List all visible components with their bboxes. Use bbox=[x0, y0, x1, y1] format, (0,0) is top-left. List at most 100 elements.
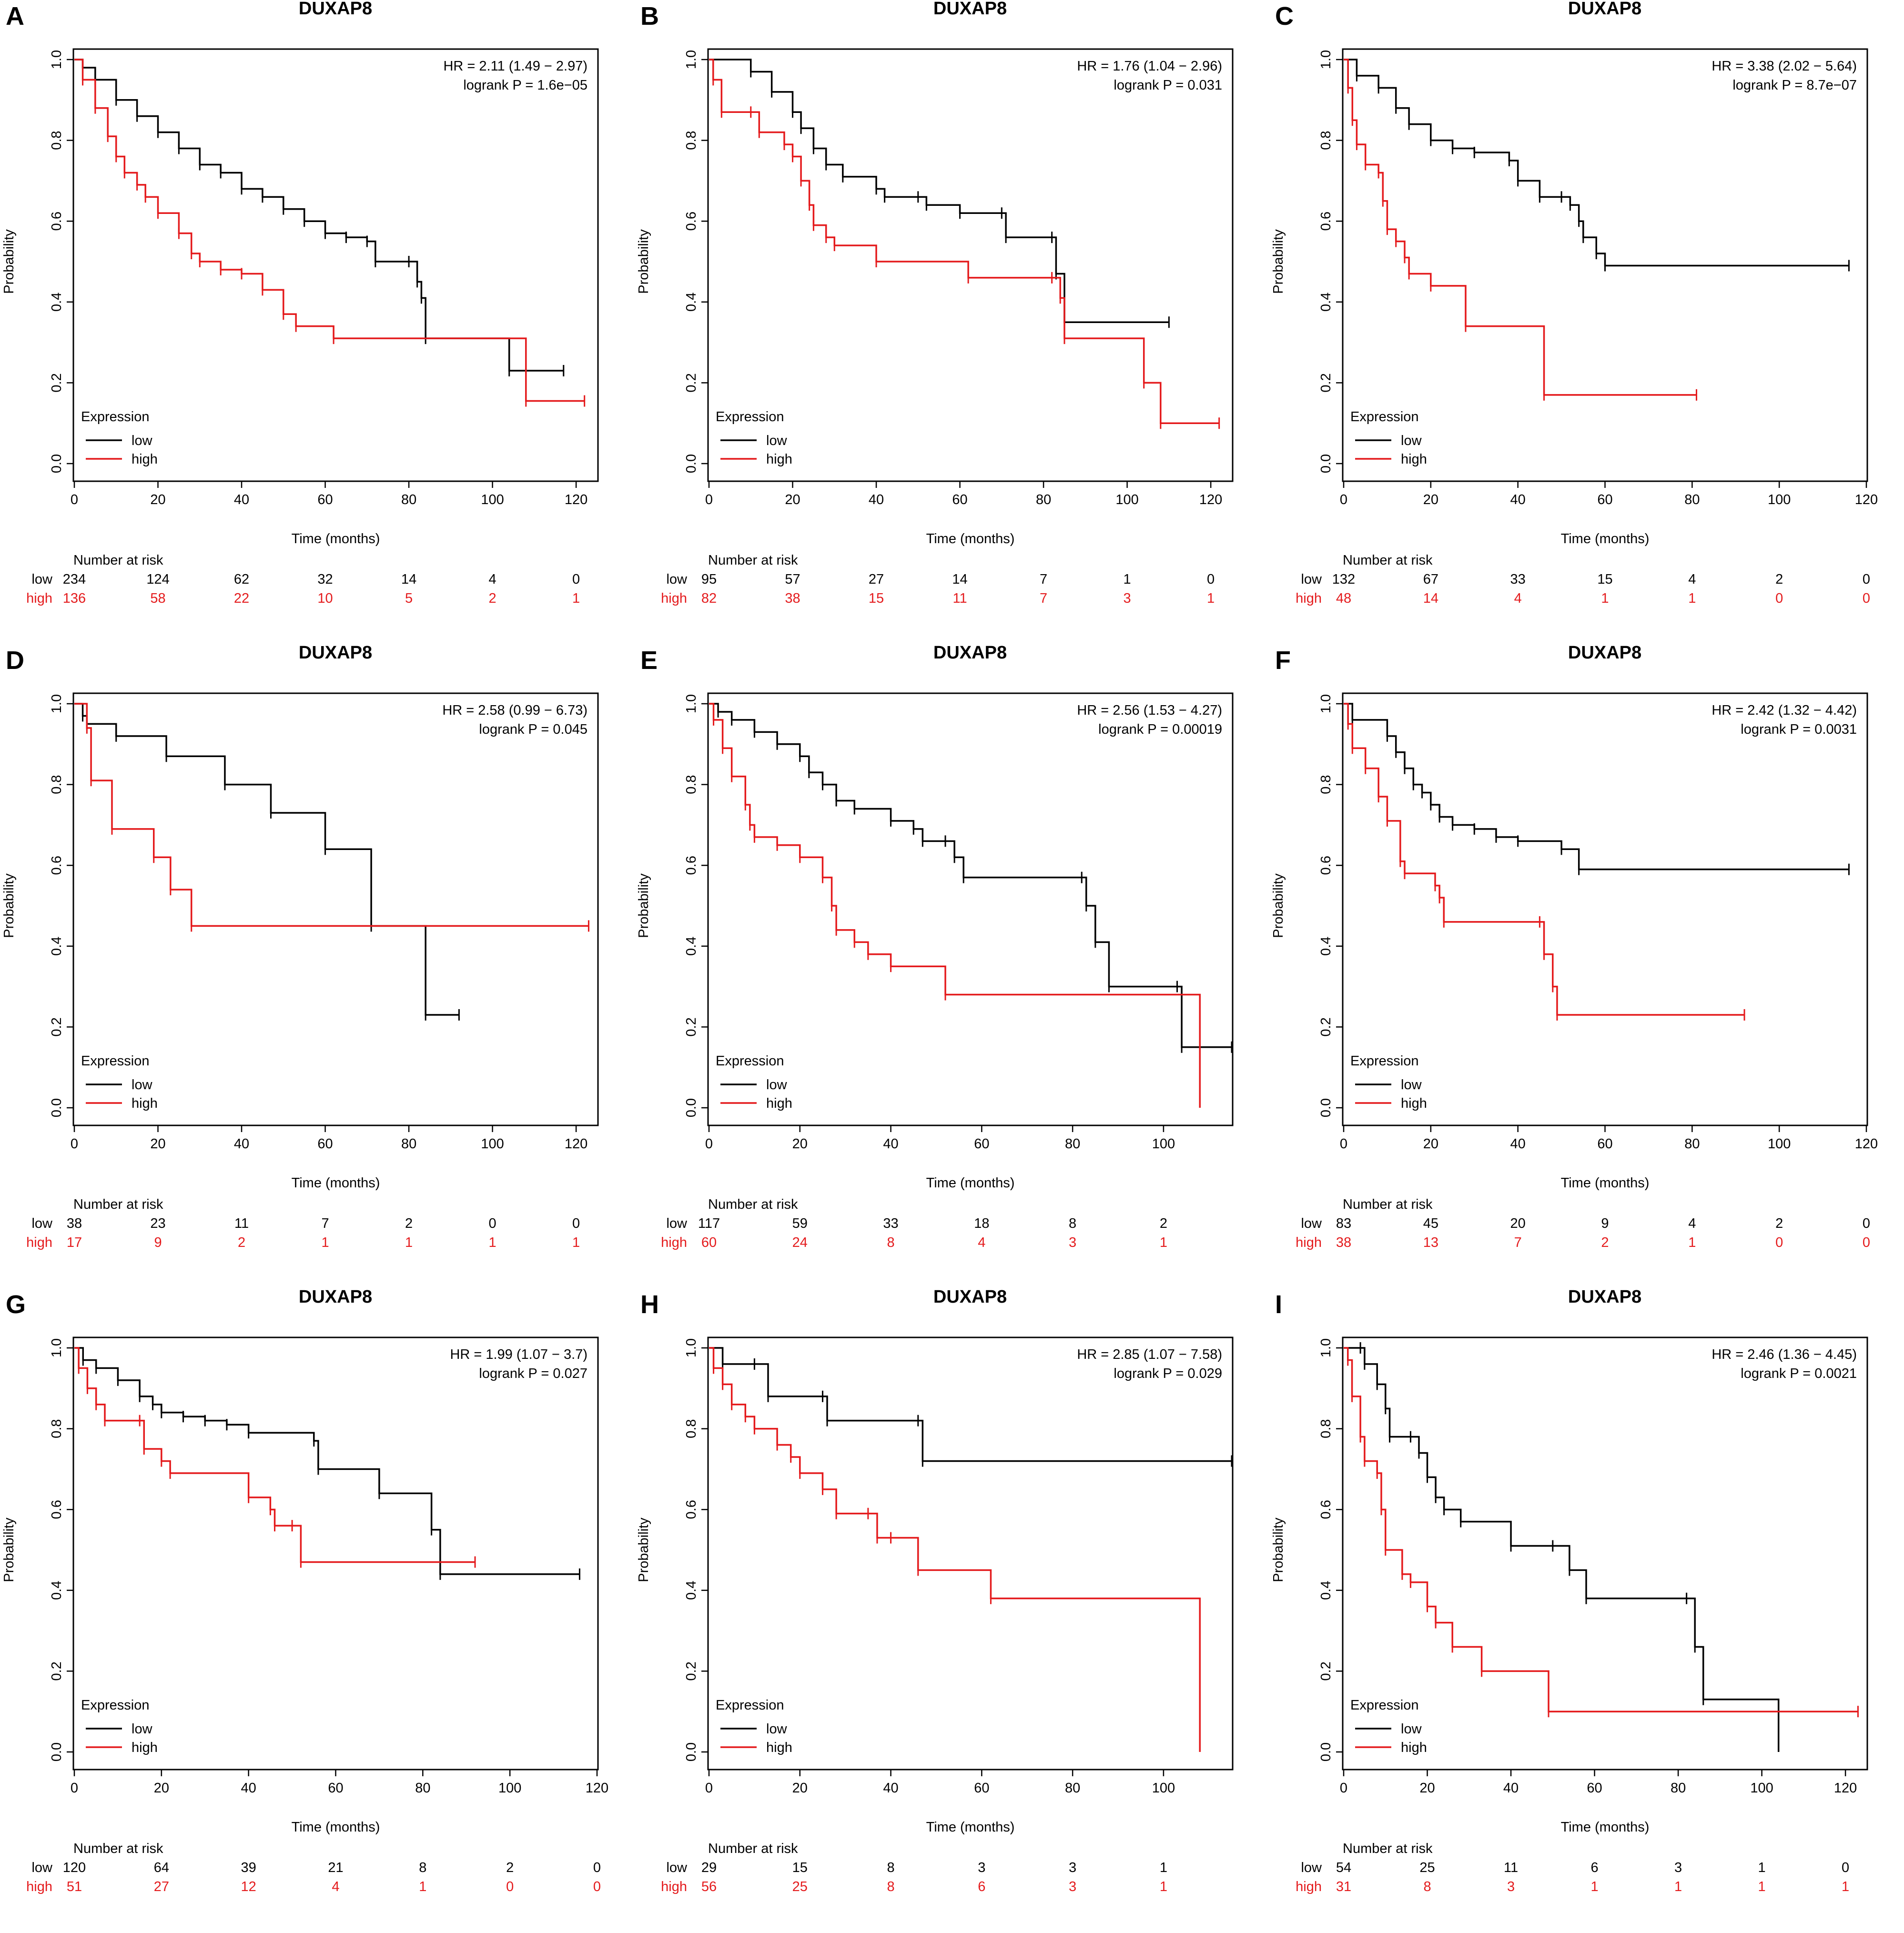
risk-high-count: 56 bbox=[701, 1879, 717, 1894]
x-tick-label: 40 bbox=[883, 1781, 898, 1796]
risk-low-count: 11 bbox=[1504, 1860, 1518, 1875]
risk-table-title: Number at risk bbox=[708, 1197, 798, 1212]
legend-label-high: high bbox=[1401, 452, 1427, 467]
risk-high-count: 7 bbox=[1040, 591, 1047, 606]
panel-letter: H bbox=[640, 1290, 659, 1319]
x-tick-label: 80 bbox=[1036, 492, 1051, 507]
x-tick-label: 0 bbox=[705, 1781, 713, 1796]
km-panel-g: G DUXAP8 0.0 0.2 0.4 0.6 0.8 1.0 Probability 0 20 4… bbox=[0, 1287, 635, 1933]
x-tick-label: 120 bbox=[1834, 1781, 1857, 1796]
y-tick-label: 0.2 bbox=[1318, 1017, 1334, 1036]
legend-label-high: high bbox=[132, 452, 158, 467]
risk-high-count: 1 bbox=[1590, 1879, 1598, 1894]
risk-low-count: 95 bbox=[701, 572, 717, 587]
y-tick-label: 0.0 bbox=[684, 1742, 699, 1761]
y-axis-label: Probability bbox=[1271, 229, 1286, 294]
x-tick-label: 20 bbox=[150, 492, 165, 507]
risk-high-count: 10 bbox=[317, 591, 333, 606]
risk-high-count: 1 bbox=[419, 1879, 426, 1894]
risk-high-count: 0 bbox=[593, 1879, 601, 1894]
y-tick-label: 0.0 bbox=[49, 1098, 64, 1117]
plot-frame bbox=[72, 48, 599, 482]
y-tick-label: 0.4 bbox=[49, 1581, 64, 1600]
legend-label-low: low bbox=[132, 1721, 153, 1737]
risk-high-count: 1 bbox=[1160, 1235, 1167, 1250]
risk-high-count: 0 bbox=[506, 1879, 514, 1894]
x-tick-label: 60 bbox=[1597, 1136, 1612, 1152]
risk-table-title: Number at risk bbox=[708, 553, 798, 568]
x-tick-label: 20 bbox=[154, 1781, 169, 1796]
risk-high-count: 14 bbox=[1423, 591, 1438, 606]
legend-title: Expression bbox=[1350, 1698, 1418, 1713]
x-axis-label: Time (months) bbox=[1561, 531, 1650, 547]
x-tick-label: 120 bbox=[1855, 1136, 1878, 1152]
risk-row-label-low: low bbox=[1301, 572, 1322, 587]
x-tick-label: 60 bbox=[1587, 1781, 1602, 1796]
y-tick-label: 0.8 bbox=[684, 775, 699, 794]
x-tick-label: 0 bbox=[1340, 492, 1347, 507]
risk-row-label-high: high bbox=[1296, 1879, 1322, 1894]
legend-title: Expression bbox=[716, 1053, 784, 1069]
risk-high-count: 24 bbox=[792, 1235, 808, 1250]
risk-low-count: 15 bbox=[792, 1860, 808, 1875]
legend-label-high: high bbox=[1401, 1096, 1427, 1111]
risk-high-count: 15 bbox=[869, 591, 884, 606]
risk-table-title: Number at risk bbox=[1343, 1197, 1433, 1212]
plot-title: DUXAP8 bbox=[933, 643, 1007, 663]
y-tick-label: 0.6 bbox=[49, 212, 64, 231]
risk-low-count: 38 bbox=[67, 1216, 82, 1231]
x-tick-label: 120 bbox=[565, 1136, 587, 1152]
x-tick-label: 80 bbox=[1684, 1136, 1700, 1152]
risk-low-count: 20 bbox=[1510, 1216, 1526, 1231]
risk-low-count: 29 bbox=[701, 1860, 717, 1875]
y-axis-label: Probability bbox=[636, 873, 651, 938]
risk-high-count: 2 bbox=[489, 591, 496, 606]
x-tick-label: 20 bbox=[792, 1136, 808, 1152]
y-tick-label: 0.8 bbox=[1318, 775, 1334, 794]
risk-high-count: 1 bbox=[1758, 1879, 1766, 1894]
y-tick-label: 0.6 bbox=[1318, 1500, 1334, 1519]
risk-row-label-low: low bbox=[1301, 1216, 1322, 1231]
legend-label-high: high bbox=[132, 1096, 158, 1111]
risk-low-count: 120 bbox=[63, 1860, 86, 1875]
risk-high-count: 1 bbox=[572, 1235, 580, 1250]
x-tick-label: 60 bbox=[328, 1781, 343, 1796]
risk-low-count: 2 bbox=[1160, 1216, 1167, 1231]
risk-low-count: 0 bbox=[1842, 1860, 1849, 1875]
logrank-p: logrank P = 0.0021 bbox=[1741, 1366, 1857, 1381]
legend-title: Expression bbox=[716, 409, 784, 425]
plot-title: DUXAP8 bbox=[1568, 1287, 1641, 1307]
y-tick-label: 0.4 bbox=[684, 1581, 699, 1600]
y-tick-label: 1.0 bbox=[1318, 694, 1334, 713]
x-axis-label: Time (months) bbox=[926, 1820, 1015, 1835]
x-tick-label: 20 bbox=[1423, 492, 1438, 507]
risk-low-count: 132 bbox=[1332, 572, 1355, 587]
risk-high-count: 8 bbox=[1423, 1879, 1431, 1894]
y-tick-label: 0.6 bbox=[684, 212, 699, 231]
risk-table-title: Number at risk bbox=[73, 553, 163, 568]
x-tick-label: 120 bbox=[586, 1781, 608, 1796]
y-tick-label: 0.4 bbox=[1318, 293, 1334, 312]
y-axis-label: Probability bbox=[636, 229, 651, 294]
x-axis-label: Time (months) bbox=[292, 1175, 380, 1191]
y-tick-label: 0.4 bbox=[1318, 937, 1334, 956]
risk-high-count: 12 bbox=[241, 1879, 256, 1894]
risk-high-count: 1 bbox=[1842, 1879, 1849, 1894]
risk-low-count: 59 bbox=[792, 1216, 808, 1231]
km-panel-b: B DUXAP8 0.0 0.2 0.4 0.6 0.8 1.0 Probability 0 20 4… bbox=[635, 0, 1269, 644]
y-tick-label: 0.8 bbox=[1318, 1419, 1334, 1438]
risk-high-count: 1 bbox=[1674, 1879, 1682, 1894]
risk-low-count: 0 bbox=[593, 1860, 601, 1875]
risk-low-count: 4 bbox=[489, 572, 496, 587]
y-tick-label: 0.8 bbox=[49, 775, 64, 794]
survival-curve-high bbox=[709, 59, 1219, 424]
hazard-ratio: HR = 2.85 (1.07 − 7.58) bbox=[1077, 1347, 1222, 1362]
risk-row-label-high: high bbox=[1296, 591, 1322, 606]
risk-high-count: 3 bbox=[1069, 1879, 1076, 1894]
x-tick-label: 100 bbox=[1152, 1136, 1175, 1152]
legend-label-low: low bbox=[766, 1721, 788, 1737]
km-panel-h: H DUXAP8 0.0 0.2 0.4 0.6 0.8 1.0 Probability 0 20 4… bbox=[635, 1287, 1269, 1933]
